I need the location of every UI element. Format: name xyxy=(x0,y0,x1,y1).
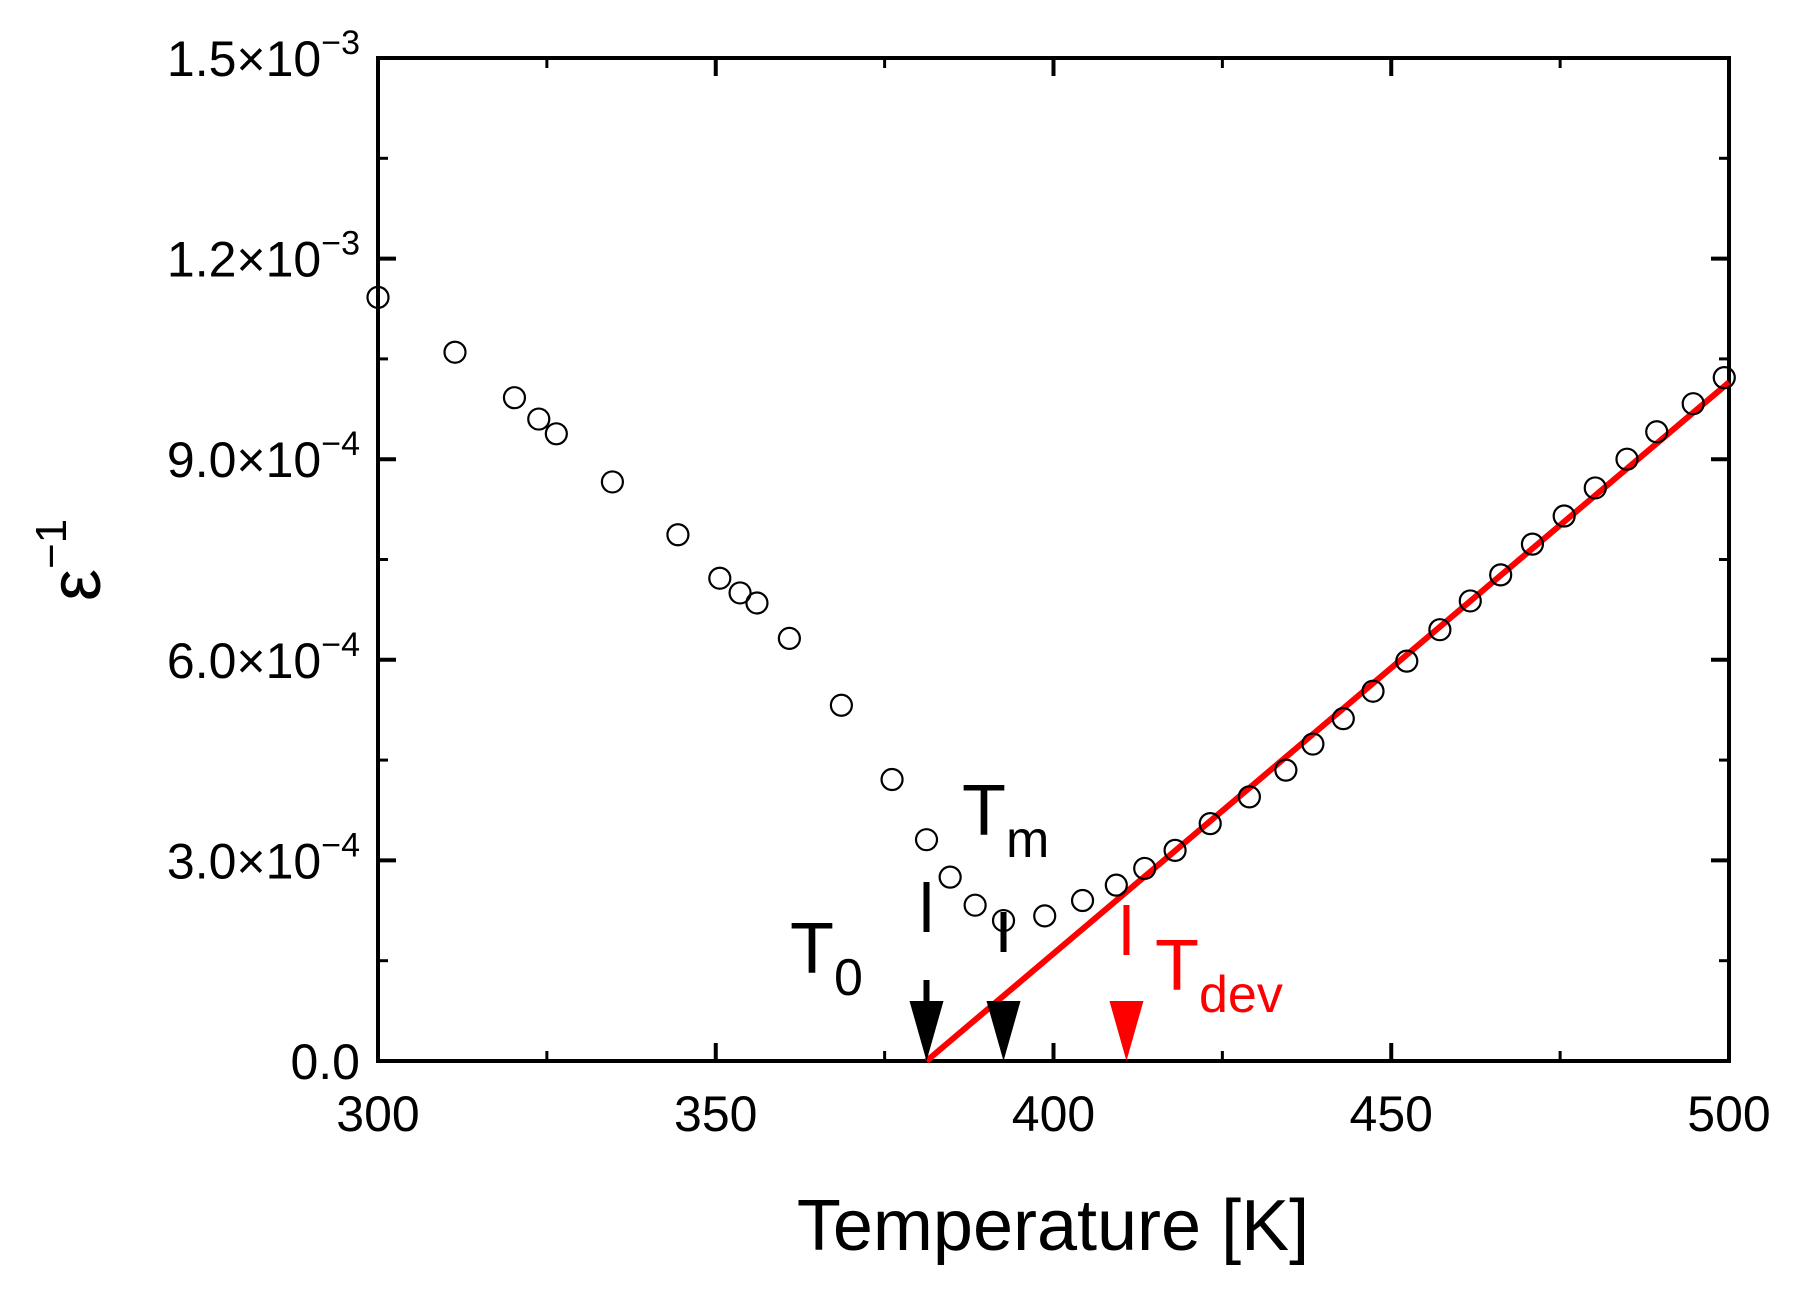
tdev-label-sub: dev xyxy=(1199,966,1283,1024)
data-point xyxy=(1681,392,1705,416)
data-point xyxy=(1489,563,1513,587)
data-point xyxy=(1712,366,1736,390)
data-point xyxy=(708,566,732,590)
data-point xyxy=(1104,873,1128,897)
data-point xyxy=(1163,838,1187,862)
data-point xyxy=(829,693,853,717)
data-point xyxy=(1395,649,1419,673)
plot-frame xyxy=(376,56,1731,1063)
t0-label-sub: 0 xyxy=(834,949,863,1007)
y-tick-mantissa: 1.5×10 xyxy=(167,31,321,87)
data-point xyxy=(914,828,939,852)
y-tick-mantissa: 0.0 xyxy=(290,1034,360,1090)
data-point xyxy=(745,591,769,615)
tdev-arrow xyxy=(1109,1001,1144,1061)
data-point xyxy=(1070,888,1095,913)
x-axis-title: Temperature [K] xyxy=(797,1186,1309,1266)
data-point xyxy=(1198,812,1222,836)
data-point xyxy=(1615,447,1639,471)
tdev-label: Tdev xyxy=(1155,926,1283,1024)
points-layer xyxy=(366,285,1736,933)
data-point xyxy=(1361,679,1385,703)
data-point xyxy=(1133,856,1157,881)
y-tick-exponent: −4 xyxy=(321,826,360,864)
data-point xyxy=(938,865,962,889)
y-tick-label: 9.0×10−4 xyxy=(167,425,360,488)
tm-label: Tm xyxy=(962,771,1049,869)
data-point xyxy=(1237,785,1261,809)
data-point xyxy=(544,422,568,446)
data-point xyxy=(527,407,551,431)
t0-label: T0 xyxy=(790,909,863,1007)
data-point xyxy=(1458,589,1482,613)
tdev-label-main: T xyxy=(1155,926,1199,1006)
tm-label-sub: m xyxy=(1006,811,1049,869)
y-tick-mantissa: 9.0×10 xyxy=(167,432,321,488)
y-tick-label: 1.5×10−3 xyxy=(167,24,360,87)
y-tick-label: 1.2×10−3 xyxy=(167,225,360,288)
y-tick-exponent: −3 xyxy=(321,225,360,263)
data-point xyxy=(1033,904,1057,928)
data-point xyxy=(1583,476,1607,500)
y-tick-labels: 0.03.0×10−46.0×10−49.0×10−41.2×10−31.5×1… xyxy=(167,24,360,1090)
data-point xyxy=(1520,532,1545,556)
data-point xyxy=(1274,758,1298,782)
y-tick-mantissa: 3.0×10 xyxy=(167,833,321,889)
x-tick-label: 300 xyxy=(336,1086,419,1142)
x-tick-labels: 300 350 400 450 500 xyxy=(336,1086,1770,1142)
data-point xyxy=(1645,420,1669,444)
tm-label-main: T xyxy=(962,771,1006,851)
y-tick-exponent: −4 xyxy=(321,626,360,664)
data-point xyxy=(366,285,390,309)
data-point xyxy=(443,340,467,364)
data-point xyxy=(502,386,527,410)
x-tick-label: 500 xyxy=(1687,1086,1770,1142)
data-point xyxy=(1428,618,1452,642)
data-point xyxy=(1301,732,1325,756)
t0-arrow xyxy=(909,1001,944,1061)
t0-label-main: T xyxy=(790,909,834,989)
y-tick-label: 3.0×10−4 xyxy=(167,826,360,889)
x-tick-label: 450 xyxy=(1350,1086,1433,1142)
y-tick-exponent: −4 xyxy=(321,425,360,463)
data-point xyxy=(600,470,624,494)
y-axis-exponent: −1 xyxy=(27,519,76,569)
data-point xyxy=(963,893,987,917)
y-axis-title: ε−1 xyxy=(27,519,116,601)
x-tick-label: 350 xyxy=(674,1086,757,1142)
y-tick-mantissa: 6.0×10 xyxy=(167,633,321,689)
y-tick-label: 0.0 xyxy=(290,1034,360,1090)
tm-arrow xyxy=(986,1001,1021,1061)
data-point xyxy=(728,581,752,605)
data-point xyxy=(777,626,801,651)
fit-line xyxy=(924,380,1731,1064)
x-tick-label: 400 xyxy=(1012,1086,1095,1142)
data-point xyxy=(880,767,904,792)
y-axis-title-group: ε−1 xyxy=(27,519,116,601)
data-point xyxy=(1331,707,1355,731)
y-axis-symbol: ε xyxy=(36,569,116,601)
y-tick-exponent: −3 xyxy=(321,24,360,62)
data-point xyxy=(666,523,690,547)
y-tick-label: 6.0×10−4 xyxy=(167,626,360,689)
y-tick-mantissa: 1.2×10 xyxy=(167,232,321,288)
data-point xyxy=(1552,504,1576,528)
fit-layer xyxy=(924,380,1731,1064)
